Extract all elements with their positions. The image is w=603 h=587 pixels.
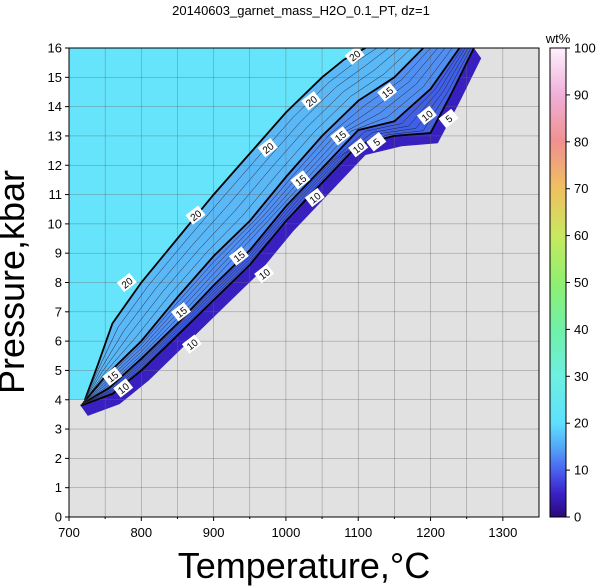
y-tick-label: 3	[55, 422, 62, 437]
contour-line-20	[84, 48, 366, 401]
contour-label-box	[116, 272, 137, 293]
x-tick-label: 800	[130, 525, 152, 540]
x-tick-label: 1100	[344, 525, 372, 540]
contour-line-minor	[80, 48, 472, 406]
y-tick-label: 14	[48, 99, 62, 114]
contour-line-minor	[83, 48, 431, 404]
colorbar-tick-label: 80	[574, 134, 588, 149]
contour-line-minor	[81, 48, 466, 405]
colorbar-tick-label: 100	[574, 41, 596, 56]
contour-line-minor	[83, 48, 412, 403]
colorbar-tick-label: 20	[574, 416, 588, 431]
contour-line-minor	[80, 48, 469, 406]
contour-label-box	[344, 45, 365, 65]
colorbar-tick-label: 50	[574, 275, 588, 290]
colorbar-tick-label: 60	[574, 228, 588, 243]
colorbar-tick-label: 70	[574, 181, 588, 196]
y-tick-label: 9	[55, 246, 62, 261]
x-tick-label: 1200	[416, 525, 445, 540]
contour-lines	[80, 48, 475, 407]
contour-label-box	[416, 105, 437, 126]
x-axis-ticks: 700 800 900 1000 1100 1200 1300	[58, 517, 517, 540]
contour-line-minor	[84, 48, 389, 402]
y-tick-label: 1	[55, 480, 62, 495]
contour-label-box	[330, 126, 351, 146]
contour-label-box	[377, 82, 398, 102]
contour-label-box	[185, 205, 206, 225]
contour-label-text: 5	[372, 137, 384, 149]
y-tick-label: 6	[55, 334, 62, 349]
contour-label-box	[257, 138, 278, 158]
contour-line-10	[81, 48, 461, 405]
colorbar-tick-label: 30	[574, 369, 588, 384]
contour-line-minor	[84, 48, 378, 401]
contour-line-minor	[81, 48, 463, 405]
y-tick-label: 2	[55, 451, 62, 466]
contour-label-box	[301, 91, 322, 111]
contour-line-minor	[82, 48, 446, 404]
contour-label-5: 5	[366, 132, 387, 152]
x-tick-label: 1000	[271, 525, 300, 540]
colorbar-ticks: 0 10 20 30 40 50 60 70 80 90 100	[566, 41, 596, 525]
y-tick-label: 0	[55, 510, 62, 525]
y-tick-label: 12	[48, 158, 62, 173]
colorbar	[549, 47, 567, 518]
y-tick-label: 13	[48, 128, 62, 143]
contour-line-15	[82, 48, 424, 404]
y-tick-label: 4	[55, 392, 62, 407]
chart-title: 20140603_garnet_mass_H2O_0.1_PT, dz=1	[172, 3, 430, 18]
y-tick-label: 16	[48, 41, 62, 56]
contour-label-box	[438, 108, 459, 129]
y-tick-label: 7	[55, 304, 62, 319]
x-tick-label: 1300	[488, 525, 517, 540]
contour-label-box	[304, 187, 325, 208]
contour-label-box	[102, 366, 123, 386]
contour-label-box	[113, 378, 134, 398]
x-tick-label: 700	[58, 525, 80, 540]
contour-label-box	[348, 138, 369, 158]
contour-label-box	[254, 264, 275, 284]
x-axis-label: Temperature,°C	[178, 545, 431, 586]
contour-line-minor	[82, 48, 453, 405]
y-axis-label: Pressure,kbar	[0, 170, 32, 394]
contour-label-box	[181, 334, 202, 354]
contour-label-box	[366, 132, 387, 152]
contour-label-box	[171, 302, 192, 322]
colorbar-tick-label: 90	[574, 87, 588, 102]
y-tick-label: 8	[55, 275, 62, 290]
contour-label-box	[290, 170, 311, 190]
contour-line-minor	[83, 48, 401, 402]
contour-label-5: 5	[438, 108, 459, 129]
colorbar-tick-label: 0	[574, 510, 581, 525]
contour-label-text: 5	[444, 113, 456, 125]
y-tick-label: 11	[49, 187, 63, 202]
contour-label-box	[228, 246, 249, 266]
y-tick-label: 5	[55, 363, 62, 378]
colorbar-label: wt%	[545, 31, 571, 46]
colorbar-tick-label: 40	[574, 322, 588, 337]
colorbar-tick-label: 10	[574, 463, 588, 478]
y-tick-label: 10	[48, 216, 62, 231]
y-tick-label: 15	[48, 70, 62, 85]
x-tick-label: 900	[203, 525, 225, 540]
